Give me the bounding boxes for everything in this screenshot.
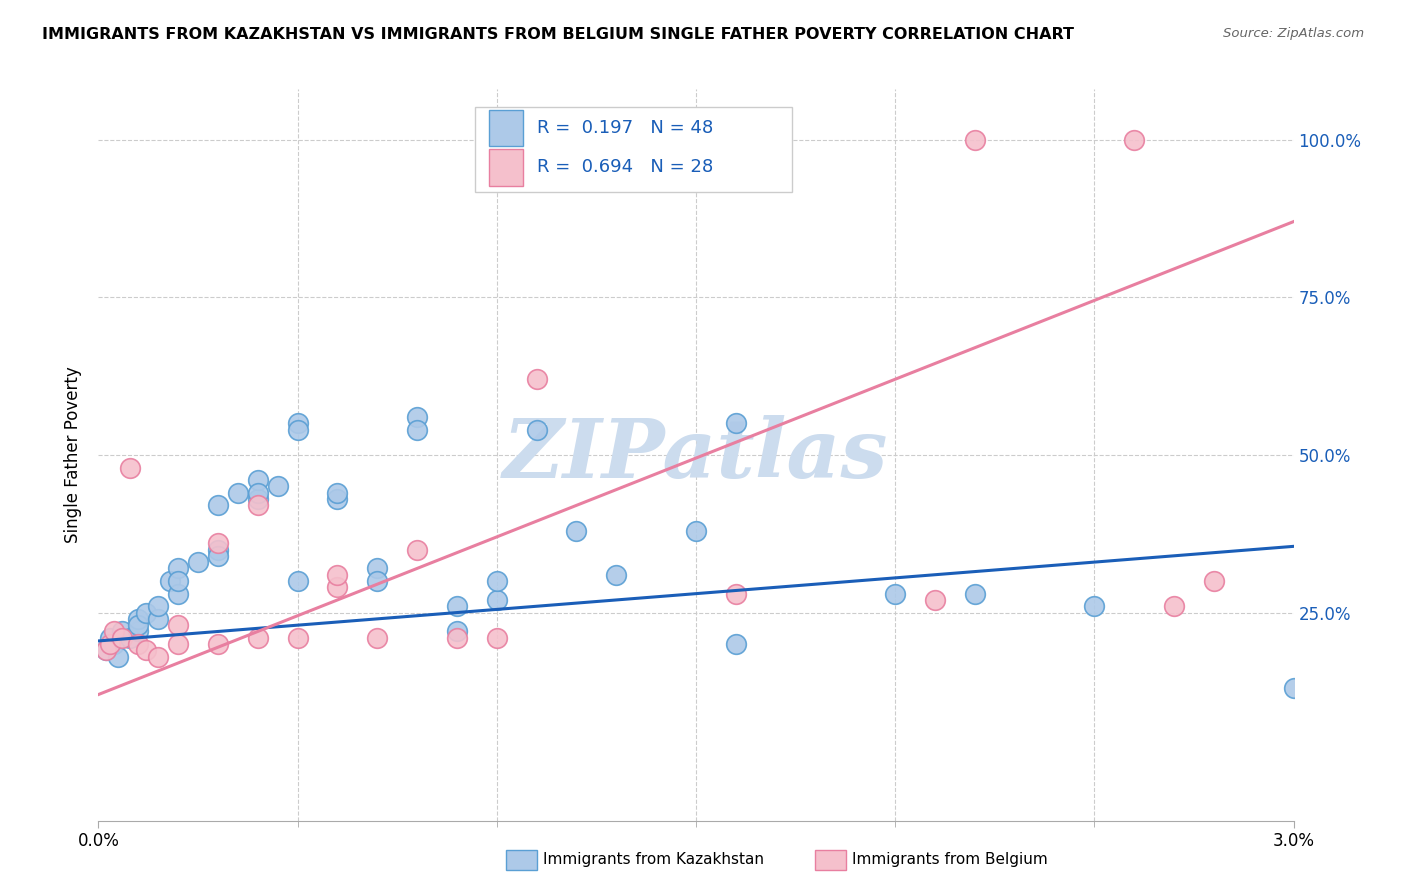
Point <box>326 491 349 506</box>
Point <box>1202 574 1225 588</box>
Point <box>526 372 548 386</box>
Point <box>127 612 149 626</box>
Point <box>406 423 429 437</box>
Point <box>187 555 209 569</box>
Point <box>148 649 170 664</box>
Point <box>1282 681 1305 696</box>
Point <box>111 631 134 645</box>
Point <box>207 549 229 563</box>
Point <box>685 524 707 538</box>
Point <box>167 574 190 588</box>
Point <box>485 631 508 645</box>
Point <box>406 410 429 425</box>
Point <box>446 624 468 639</box>
Point <box>724 637 747 651</box>
Point <box>485 574 508 588</box>
Point <box>98 631 122 645</box>
Point <box>446 599 468 614</box>
Point <box>446 631 468 645</box>
FancyBboxPatch shape <box>489 149 523 186</box>
Point <box>366 631 388 645</box>
Text: IMMIGRANTS FROM KAZAKHSTAN VS IMMIGRANTS FROM BELGIUM SINGLE FATHER POVERTY CORR: IMMIGRANTS FROM KAZAKHSTAN VS IMMIGRANTS… <box>42 27 1074 42</box>
Point <box>96 643 118 657</box>
Point <box>406 542 429 557</box>
Point <box>963 133 986 147</box>
Point <box>326 485 349 500</box>
Point <box>96 643 118 657</box>
FancyBboxPatch shape <box>489 110 523 146</box>
Point <box>287 417 309 431</box>
Point <box>326 580 349 594</box>
Point <box>159 574 181 588</box>
Point <box>1083 599 1105 614</box>
Point <box>287 574 309 588</box>
Point <box>326 567 349 582</box>
Point <box>1123 133 1146 147</box>
Point <box>724 587 747 601</box>
Point <box>485 593 508 607</box>
Point <box>366 574 388 588</box>
Text: Source: ZipAtlas.com: Source: ZipAtlas.com <box>1223 27 1364 40</box>
Text: ZIPatlas: ZIPatlas <box>503 415 889 495</box>
Point <box>226 485 249 500</box>
Text: Immigrants from Kazakhstan: Immigrants from Kazakhstan <box>543 853 763 867</box>
Point <box>98 637 122 651</box>
Point <box>103 637 125 651</box>
Point <box>111 624 134 639</box>
Point <box>246 491 269 506</box>
Point <box>605 567 627 582</box>
Point <box>135 606 157 620</box>
Point <box>167 561 190 575</box>
Point <box>1163 599 1185 614</box>
Point <box>207 499 229 513</box>
Point <box>246 499 269 513</box>
Point <box>120 631 142 645</box>
Point <box>287 423 309 437</box>
Point <box>207 542 229 557</box>
Point <box>207 536 229 550</box>
Point <box>120 460 142 475</box>
Point <box>127 618 149 632</box>
Text: R =  0.197   N = 48: R = 0.197 N = 48 <box>537 119 713 137</box>
Text: Immigrants from Belgium: Immigrants from Belgium <box>852 853 1047 867</box>
Point <box>246 485 269 500</box>
Point <box>287 631 309 645</box>
Text: R =  0.694   N = 28: R = 0.694 N = 28 <box>537 159 713 177</box>
Point <box>246 473 269 487</box>
Point <box>107 649 129 664</box>
Point <box>924 593 946 607</box>
Point <box>884 587 907 601</box>
Point <box>246 631 269 645</box>
FancyBboxPatch shape <box>475 108 792 192</box>
Point <box>267 479 290 493</box>
Point <box>366 561 388 575</box>
Point <box>963 587 986 601</box>
Point <box>724 417 747 431</box>
Point <box>135 643 157 657</box>
Point <box>167 587 190 601</box>
Point <box>127 624 149 639</box>
Point <box>565 524 588 538</box>
Point <box>103 624 125 639</box>
Point <box>148 612 170 626</box>
Y-axis label: Single Father Poverty: Single Father Poverty <box>65 367 83 543</box>
Point <box>167 637 190 651</box>
Point <box>148 599 170 614</box>
Point <box>207 637 229 651</box>
Point <box>526 423 548 437</box>
Point <box>127 637 149 651</box>
Point <box>167 618 190 632</box>
